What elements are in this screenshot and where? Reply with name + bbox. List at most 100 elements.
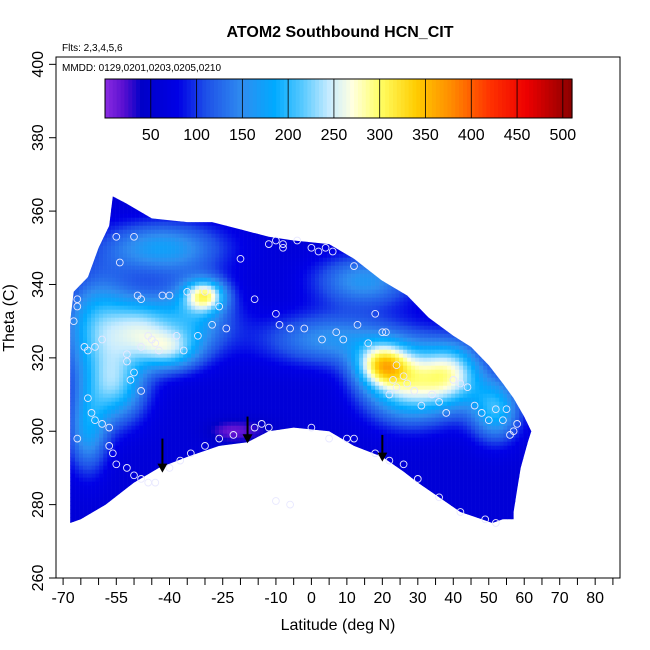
dates-label: MMDD: 0129,0201,0203,0205,0210 xyxy=(62,63,221,74)
heatmap-cell xyxy=(275,186,279,190)
heatmap-cell xyxy=(95,205,100,210)
heatmap-cell xyxy=(283,285,288,290)
heatmap-cell xyxy=(391,257,396,262)
heatmap-cell xyxy=(479,221,484,226)
heatmap-cell xyxy=(511,213,516,218)
heatmap-cell xyxy=(247,337,252,342)
heatmap-cell xyxy=(431,233,436,238)
heatmap-cell xyxy=(131,345,136,350)
heatmap-cell xyxy=(107,190,111,194)
heatmap-cell xyxy=(215,265,220,270)
heatmap-cell xyxy=(419,253,424,258)
heatmap-cell xyxy=(275,313,280,318)
heatmap-cell xyxy=(155,305,160,310)
heatmap-cell xyxy=(479,277,484,282)
heatmap-cell xyxy=(363,221,368,226)
heatmap-cell xyxy=(395,190,399,194)
heatmap-cell xyxy=(427,301,432,306)
heatmap-cell xyxy=(95,345,100,350)
heatmap-cell xyxy=(91,345,96,350)
heatmap-cell xyxy=(331,196,336,198)
heatmap-cell xyxy=(359,209,364,214)
heatmap-cell xyxy=(70,197,72,202)
heatmap-cell xyxy=(327,313,332,318)
heatmap-cell xyxy=(259,233,264,238)
heatmap-cell xyxy=(119,281,124,286)
heatmap-cell xyxy=(83,233,88,238)
heatmap-cell xyxy=(503,229,508,234)
heatmap-cell xyxy=(171,217,176,222)
heatmap-cell xyxy=(455,205,460,210)
heatmap-cell xyxy=(87,249,92,254)
heatmap-cell xyxy=(119,305,124,310)
heatmap-cell xyxy=(135,325,140,330)
heatmap-cell xyxy=(71,217,76,222)
heatmap-cell xyxy=(171,233,176,238)
heatmap-cell xyxy=(127,245,132,250)
heatmap-cell xyxy=(231,233,236,238)
heatmap-cell xyxy=(275,196,280,198)
heatmap-cell xyxy=(235,201,240,206)
heatmap-cell xyxy=(495,265,500,270)
heatmap-cell xyxy=(339,205,344,210)
heatmap-cell xyxy=(355,221,360,226)
heatmap-cell xyxy=(415,201,420,206)
heatmap-cell xyxy=(231,337,236,342)
heatmap-cell xyxy=(99,253,104,258)
heatmap-cell xyxy=(123,182,127,186)
heatmap-cell xyxy=(287,229,292,234)
heatmap-cell xyxy=(371,321,376,326)
heatmap-cell xyxy=(351,301,356,306)
heatmap-cell xyxy=(95,333,100,338)
heatmap-cell xyxy=(155,337,160,342)
heatmap-cell xyxy=(239,261,244,266)
heatmap-cell xyxy=(251,182,255,186)
heatmap-cell xyxy=(119,225,124,230)
heatmap-cell xyxy=(467,341,472,346)
heatmap-cell xyxy=(371,221,376,226)
heatmap-cell xyxy=(419,197,424,202)
heatmap-cell xyxy=(179,293,184,298)
heatmap-cell xyxy=(99,281,104,286)
heatmap-cell xyxy=(223,301,228,306)
heatmap-cell xyxy=(259,229,264,234)
heatmap-cell xyxy=(419,345,424,350)
heatmap-cell xyxy=(347,209,352,214)
heatmap-cell xyxy=(231,325,236,330)
heatmap-cell xyxy=(491,237,496,242)
heatmap-cell xyxy=(407,301,412,306)
heatmap-cell xyxy=(347,313,352,318)
heatmap-cell xyxy=(271,197,276,202)
heatmap-cell xyxy=(275,182,279,186)
heatmap-cell xyxy=(407,273,412,278)
heatmap-cell xyxy=(451,209,456,214)
heatmap-cell xyxy=(247,301,252,306)
heatmap-cell xyxy=(351,265,356,270)
heatmap-cell xyxy=(531,273,532,278)
heatmap-cell xyxy=(339,209,344,214)
heatmap-cell xyxy=(259,186,263,190)
heatmap-cell xyxy=(375,209,380,214)
heatmap-cell xyxy=(235,341,240,346)
heatmap-cell xyxy=(483,281,488,286)
heatmap-cell xyxy=(247,341,252,346)
heatmap-cell xyxy=(319,257,324,262)
heatmap-cell xyxy=(303,201,308,206)
heatmap-cell xyxy=(339,269,344,274)
heatmap-cell xyxy=(395,186,399,190)
heatmap-cell xyxy=(475,253,480,258)
heatmap-cell xyxy=(355,337,360,342)
heatmap-cell xyxy=(371,261,376,266)
heatmap-cell xyxy=(359,345,364,350)
heatmap-cell xyxy=(287,205,292,210)
heatmap-cell xyxy=(371,190,375,194)
heatmap-cell xyxy=(411,273,416,278)
heatmap-cell xyxy=(467,345,472,350)
heatmap-cell xyxy=(179,186,183,190)
heatmap-cell xyxy=(99,190,103,194)
heatmap-cell xyxy=(415,345,420,350)
heatmap-cell xyxy=(427,345,432,350)
heatmap-cell xyxy=(519,313,524,318)
heatmap-cell xyxy=(335,265,340,270)
heatmap-cell xyxy=(207,277,212,282)
